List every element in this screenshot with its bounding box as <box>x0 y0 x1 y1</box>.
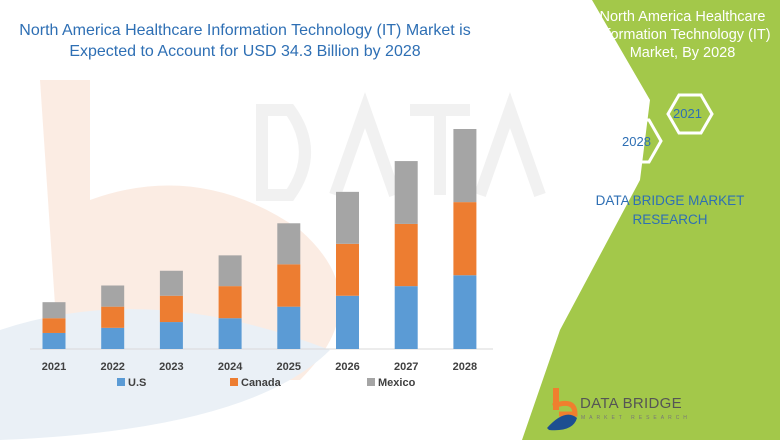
x-tick-label: 2023 <box>159 361 183 373</box>
hexagon-2028 <box>611 118 663 164</box>
bar-mexico-2021 <box>42 302 66 319</box>
hex-label-2028: 2028 <box>622 134 651 149</box>
page-title: North America Healthcare Information Tec… <box>19 22 471 60</box>
green-panel <box>522 0 780 440</box>
x-tick-label: 2027 <box>394 361 418 373</box>
bar-us-2026 <box>336 295 359 349</box>
bar-canada-2024 <box>218 286 242 319</box>
watermark-logo-d <box>0 309 330 440</box>
bar-mexico-2026 <box>336 191 359 244</box>
legend-label: Mexico <box>378 377 416 389</box>
bar-mexico-2022 <box>101 285 125 307</box>
bar-canada-2023 <box>159 295 183 323</box>
x-tick-label: 2022 <box>100 361 124 373</box>
x-tick-label: 2028 <box>453 361 477 373</box>
bar-canada-2028 <box>453 202 477 276</box>
x-tick-label: 2025 <box>277 361 301 373</box>
legend-swatch <box>230 378 238 386</box>
bar-mexico-2024 <box>218 255 242 287</box>
x-tick-label: 2024 <box>218 361 243 373</box>
x-tick-label: 2021 <box>42 361 66 373</box>
bar-canada-2021 <box>42 318 66 333</box>
logo-icon <box>547 388 578 431</box>
bar-mexico-2025 <box>277 223 301 265</box>
legend-swatch <box>117 378 125 386</box>
bar-canada-2027 <box>394 223 418 287</box>
logo-name: DATA BRIDGE <box>580 395 682 412</box>
bar-us-2027 <box>394 286 418 349</box>
bar-us-2022 <box>101 327 125 349</box>
bar-us-2024 <box>218 318 242 349</box>
bar-canada-2022 <box>101 306 125 328</box>
bar-us-2028 <box>453 275 477 349</box>
company-name: DATA BRIDGE MARKET RESEARCH <box>595 193 745 227</box>
legend-label: U.S <box>128 377 146 389</box>
hex-label-2021: 2021 <box>673 106 702 121</box>
x-tick-label: 2026 <box>335 361 359 373</box>
logo-tagline: MARKET RESEARCH <box>581 415 691 421</box>
hexagon-2021 <box>666 93 714 135</box>
bar-mexico-2027 <box>394 161 418 224</box>
bar-canada-2025 <box>277 264 301 307</box>
bar-us-2021 <box>42 332 66 349</box>
bar-mexico-2028 <box>453 129 477 203</box>
bar-us-2025 <box>277 306 301 349</box>
legend-swatch <box>367 378 375 386</box>
legend-label: Canada <box>241 377 282 389</box>
bar-canada-2026 <box>336 243 359 296</box>
bar-mexico-2023 <box>159 270 183 296</box>
side-panel-title: North America Healthcare Information Tec… <box>594 9 771 61</box>
watermark-letter-shapes <box>256 91 546 201</box>
bar-us-2023 <box>159 322 183 349</box>
